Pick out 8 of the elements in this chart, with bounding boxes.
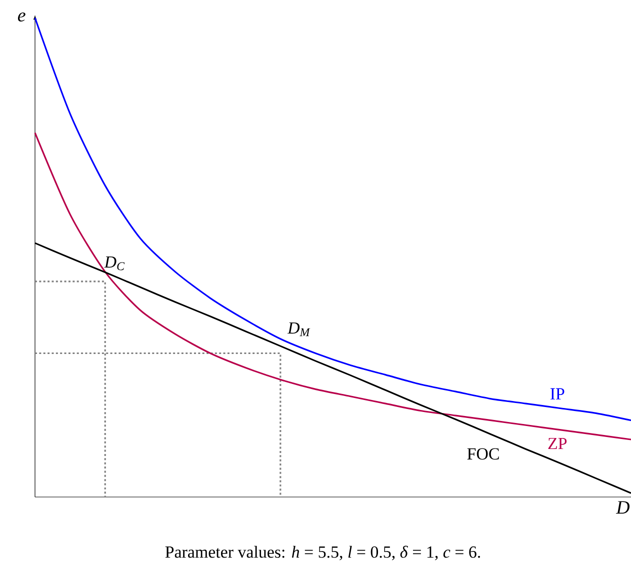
x-axis-title: D — [616, 501, 630, 514]
series-label: IP — [550, 388, 564, 400]
annotation: D$_{M}$ — [287, 322, 310, 336]
y-axis-title: e — [18, 12, 26, 22]
series-label: FOC — [467, 448, 499, 460]
series-label: ZP — [548, 438, 567, 450]
annotation: D$_{C}$ — [104, 256, 125, 270]
text: Parameter values: h = 5.5, l = 0.5, δ = 1, c = 6. — [165, 546, 480, 560]
